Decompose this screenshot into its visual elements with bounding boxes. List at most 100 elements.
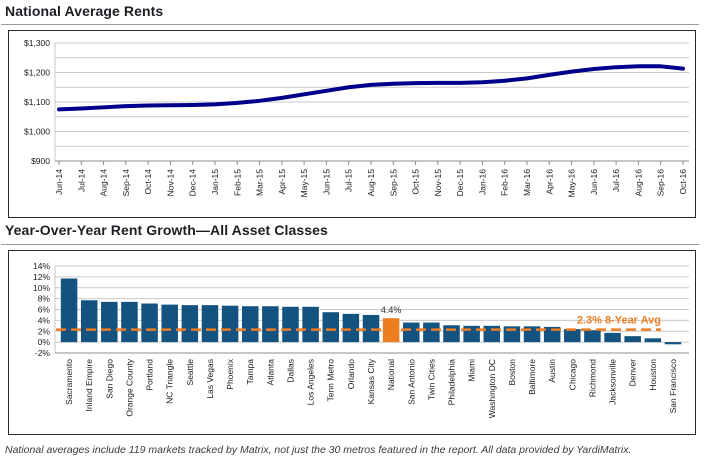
title-divider bbox=[1, 24, 699, 25]
month-label: Oct-14 bbox=[143, 169, 153, 195]
metro-label: Orange County bbox=[124, 358, 134, 416]
y-axis-labels: 14%12%10%8%6%4%2%0%-2% bbox=[33, 261, 50, 358]
y-tick-label: 10% bbox=[33, 283, 50, 293]
x-axis-ticks bbox=[58, 161, 684, 165]
metro-label: Washington DC bbox=[487, 359, 497, 418]
bar-miami bbox=[463, 325, 480, 343]
bar-seattle bbox=[181, 305, 199, 343]
bar-inland-empire bbox=[80, 300, 98, 343]
metro-label: Tampa bbox=[245, 359, 255, 385]
national-value-label: 4.4% bbox=[381, 305, 402, 315]
metro-label: Kansas City bbox=[366, 358, 376, 404]
bar-jacksonville bbox=[604, 332, 621, 343]
metro-label: Baltimore bbox=[527, 359, 537, 395]
month-label: Jul-15 bbox=[344, 169, 354, 192]
rent-growth-bar-chart: 14% 12% 10% 8% 6% 4% 2% 0% -2% Sacramento Inland E… bbox=[8, 250, 696, 435]
title-divider-2 bbox=[1, 244, 699, 245]
month-label: Sep-14 bbox=[121, 169, 131, 197]
metro-label: San Diego bbox=[104, 359, 114, 399]
month-label: May-16 bbox=[567, 169, 577, 198]
line-gridlines bbox=[55, 42, 689, 162]
y-tick-label: $1,100 bbox=[24, 97, 50, 107]
month-label: Aug-16 bbox=[633, 169, 643, 197]
month-label: Mar-15 bbox=[255, 169, 265, 196]
bar-chicago bbox=[564, 329, 581, 343]
month-label: May-15 bbox=[299, 169, 309, 198]
month-label: Sep-15 bbox=[388, 169, 398, 197]
month-label: Oct-15 bbox=[411, 169, 421, 195]
month-label: Nov-14 bbox=[165, 169, 175, 197]
metro-label: Richmond bbox=[587, 359, 597, 398]
metro-label: Dallas bbox=[285, 359, 295, 383]
month-label: Apr-16 bbox=[544, 169, 554, 195]
bar-richmond bbox=[584, 330, 601, 343]
bar-las-vegas bbox=[201, 305, 219, 343]
y-tick-label: $1,000 bbox=[24, 127, 50, 137]
bar-dallas bbox=[282, 306, 299, 343]
metro-label: Sacramento bbox=[64, 359, 74, 405]
line-chart-title: National Average Rents bbox=[5, 3, 164, 19]
metro-label: Los Angeles bbox=[306, 359, 316, 405]
bar-nc-triangle bbox=[161, 304, 178, 343]
y-tick-label: 0% bbox=[38, 337, 51, 347]
metro-label: Miami bbox=[467, 359, 477, 382]
bar-tenn-metro bbox=[322, 312, 339, 343]
month-label: Jul-16 bbox=[611, 169, 621, 192]
y-tick-label: $1,200 bbox=[24, 68, 50, 78]
metro-label: Phoenix bbox=[225, 358, 235, 389]
bar-orange-county bbox=[121, 301, 138, 343]
metro-label: Inland Empire bbox=[84, 359, 94, 412]
month-label: Jan-16 bbox=[477, 169, 487, 195]
metro-label: National bbox=[386, 359, 396, 390]
metro-label: Boston bbox=[507, 359, 517, 386]
metro-label: Philadelphia bbox=[447, 359, 457, 406]
rent-line-chart-svg: $1,300 $1,200 $1,100 $1,000 $900 Jun-14 Jul-14… bbox=[24, 38, 689, 198]
national-average-rents-chart: $1,300 $1,200 $1,100 $1,000 $900 Jun-14 Jul-14… bbox=[8, 30, 696, 218]
metro-label: San Francisco bbox=[668, 359, 678, 414]
y-tick-label: 12% bbox=[33, 272, 50, 282]
bar-sacramento bbox=[60, 278, 78, 343]
bar-phoenix bbox=[221, 305, 239, 343]
month-label: Aug-15 bbox=[366, 169, 376, 197]
month-label: Apr-15 bbox=[277, 169, 287, 195]
bar-tampa bbox=[241, 306, 259, 343]
month-label: Oct-16 bbox=[678, 169, 688, 195]
metro-label: Twin Cities bbox=[426, 359, 436, 400]
month-label: Dec-15 bbox=[455, 169, 465, 197]
metro-label: Houston bbox=[648, 359, 658, 391]
month-label: Jan-15 bbox=[210, 169, 220, 195]
metro-label: Orlando bbox=[346, 359, 356, 390]
bar-los-angeles bbox=[302, 306, 319, 343]
rent-growth-bar-chart-svg: 14%12%10%8%6%4%2%0%-2% Sacramento Inland E… bbox=[33, 261, 689, 418]
metro-label: Tenn Metro bbox=[326, 359, 336, 402]
x-axis-labels: Jun-14 Jul-14 Aug-14 Sep-14 Oct-14 Nov-14 Dec-… bbox=[54, 169, 688, 198]
bar-twin-cities bbox=[423, 322, 440, 343]
bar-houston bbox=[644, 338, 662, 343]
metro-label: San Antonio bbox=[406, 359, 416, 405]
y-tick-label: $1,300 bbox=[24, 38, 50, 48]
y-axis-labels: $1,300 $1,200 $1,100 $1,000 $900 bbox=[24, 38, 50, 166]
month-label: Jun-14 bbox=[54, 169, 64, 195]
metro-label: Jacksonville bbox=[608, 359, 618, 405]
footer-note: National averages include 119 markets tr… bbox=[5, 444, 632, 456]
y-tick-label: 14% bbox=[33, 261, 50, 271]
metro-label: Seattle bbox=[185, 359, 195, 386]
y-tick-label: 8% bbox=[38, 294, 51, 304]
bar-san-francisco bbox=[664, 342, 682, 345]
x-axis-labels: Sacramento Inland Empire San Diego Orange C… bbox=[64, 358, 678, 418]
month-label: Aug-14 bbox=[99, 169, 109, 197]
month-label: Jun-15 bbox=[321, 169, 331, 195]
month-label: Dec-14 bbox=[188, 169, 198, 197]
y-tick-label: 6% bbox=[38, 305, 51, 315]
y-tick-label: 4% bbox=[38, 315, 51, 325]
month-label: Mar-16 bbox=[522, 169, 532, 196]
metro-label: Portland bbox=[145, 359, 155, 391]
avg-line-label: 2.3% 8-Year Avg bbox=[577, 315, 661, 327]
bar-chart-title: Year-Over-Year Rent Growth—All Asset Cla… bbox=[5, 222, 328, 238]
metro-label: Chicago bbox=[567, 359, 577, 390]
y-tick-label: -2% bbox=[35, 348, 51, 358]
bar-orlando bbox=[342, 313, 360, 343]
y-tick-label: $900 bbox=[31, 156, 50, 166]
bar-washington-dc bbox=[483, 325, 501, 343]
bar-atlanta bbox=[262, 306, 279, 343]
